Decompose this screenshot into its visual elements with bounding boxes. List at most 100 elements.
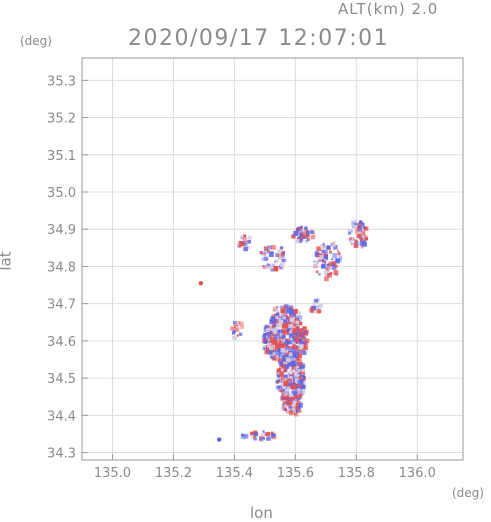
echo-cell <box>316 246 322 252</box>
echo-cell <box>277 253 282 259</box>
echo-cell <box>247 240 251 244</box>
echo-cell <box>287 316 290 319</box>
echo-cell <box>262 252 267 256</box>
echo-cell <box>297 239 302 243</box>
x-tick-label: 135.2 <box>155 466 192 481</box>
echo-cell <box>259 251 263 254</box>
echo-cell <box>279 305 283 309</box>
echo-cell <box>286 328 291 333</box>
echo-cell <box>326 245 331 250</box>
echo-cell <box>289 410 293 413</box>
y-tick-label: 34.7 <box>47 298 76 313</box>
echo-cell <box>333 270 339 275</box>
echo-cell <box>292 326 298 331</box>
echo-cell <box>280 368 284 371</box>
echo-cell <box>290 377 295 382</box>
echo-cell <box>365 237 368 241</box>
echo-cell <box>271 434 277 440</box>
echo-cell <box>280 308 285 314</box>
echo-cell <box>241 242 245 247</box>
echo-cell <box>282 386 287 391</box>
echo-cell <box>297 388 303 394</box>
echo-cell <box>297 402 303 408</box>
echo-cell <box>274 333 280 339</box>
echo-cell <box>281 358 286 363</box>
echo-cell <box>275 253 280 257</box>
echo-cell <box>290 334 295 339</box>
echo-cell <box>292 391 297 396</box>
echo-cell <box>299 236 304 241</box>
echo-cell <box>288 397 292 401</box>
echo-cell <box>289 307 293 312</box>
echo-cell <box>297 371 301 375</box>
x-tick-label: 135.4 <box>216 466 253 481</box>
echo-cell <box>315 305 321 310</box>
echo-cell <box>267 249 270 253</box>
echo-cell <box>294 361 299 367</box>
echo-cell <box>285 401 290 406</box>
echo-cell <box>281 392 286 396</box>
echo-cell <box>279 247 283 250</box>
echo-cell <box>263 347 266 350</box>
echo-cell <box>278 389 281 393</box>
echo-cell <box>302 341 307 346</box>
echo-cell <box>277 358 282 363</box>
echo-cell <box>310 230 314 234</box>
echo-cell <box>290 337 293 340</box>
echo-cell <box>269 266 274 271</box>
echo-cell <box>357 228 363 233</box>
echo-cell <box>283 329 287 333</box>
echo-cell <box>331 265 337 270</box>
echo-cell <box>272 352 276 356</box>
echo-cell <box>322 262 326 267</box>
echo-cell <box>281 339 286 344</box>
x-axis-unit: (deg) <box>452 486 484 500</box>
echo-cell <box>287 317 291 321</box>
echo-cell <box>285 409 290 414</box>
echo-cell <box>292 397 295 400</box>
echo-cell <box>266 347 270 351</box>
echo-cell <box>337 252 341 256</box>
echo-cell <box>270 251 273 254</box>
echo-cell <box>274 350 279 355</box>
echo-cell <box>301 369 306 373</box>
echo-cell <box>326 263 330 267</box>
echo-cell <box>243 234 247 238</box>
echo-cell <box>277 330 281 334</box>
echo-cell <box>237 321 241 325</box>
echo-cell <box>321 264 326 269</box>
echo-cell <box>354 239 359 244</box>
echo-cell <box>262 345 266 349</box>
echo-cell <box>241 433 244 437</box>
echo-cell <box>294 362 298 366</box>
echo-cell <box>280 384 284 387</box>
echo-cell <box>274 354 277 357</box>
echo-cell <box>290 355 295 360</box>
echo-cell <box>266 431 271 436</box>
echo-cell <box>328 266 331 269</box>
echo-cell <box>284 349 288 354</box>
echo-cell <box>259 437 264 442</box>
echo-cell <box>298 333 303 338</box>
echo-cell <box>282 406 287 411</box>
echo-cell <box>295 359 300 364</box>
echo-cell <box>277 374 281 378</box>
echo-cell <box>273 265 279 271</box>
echo-cell <box>295 311 298 314</box>
echo-cell <box>232 335 236 340</box>
y-tick-label: 34.6 <box>47 335 76 350</box>
echo-cell <box>243 243 247 247</box>
echo-cell <box>292 311 296 314</box>
axis-ticks: 135.0 135.2 135.4 135.6 135.8 136.0 34.3 34.4 34… <box>47 74 436 481</box>
echo-cell <box>266 436 271 441</box>
echo-cell <box>281 403 285 407</box>
echo-cell <box>359 237 364 241</box>
echo-cell <box>348 231 352 235</box>
echo-cell <box>350 242 353 245</box>
echo-cell <box>279 340 283 344</box>
echo-cell <box>284 343 289 348</box>
echo-cell <box>304 226 308 230</box>
echo-cell <box>315 270 319 274</box>
echo-cell <box>295 383 298 387</box>
